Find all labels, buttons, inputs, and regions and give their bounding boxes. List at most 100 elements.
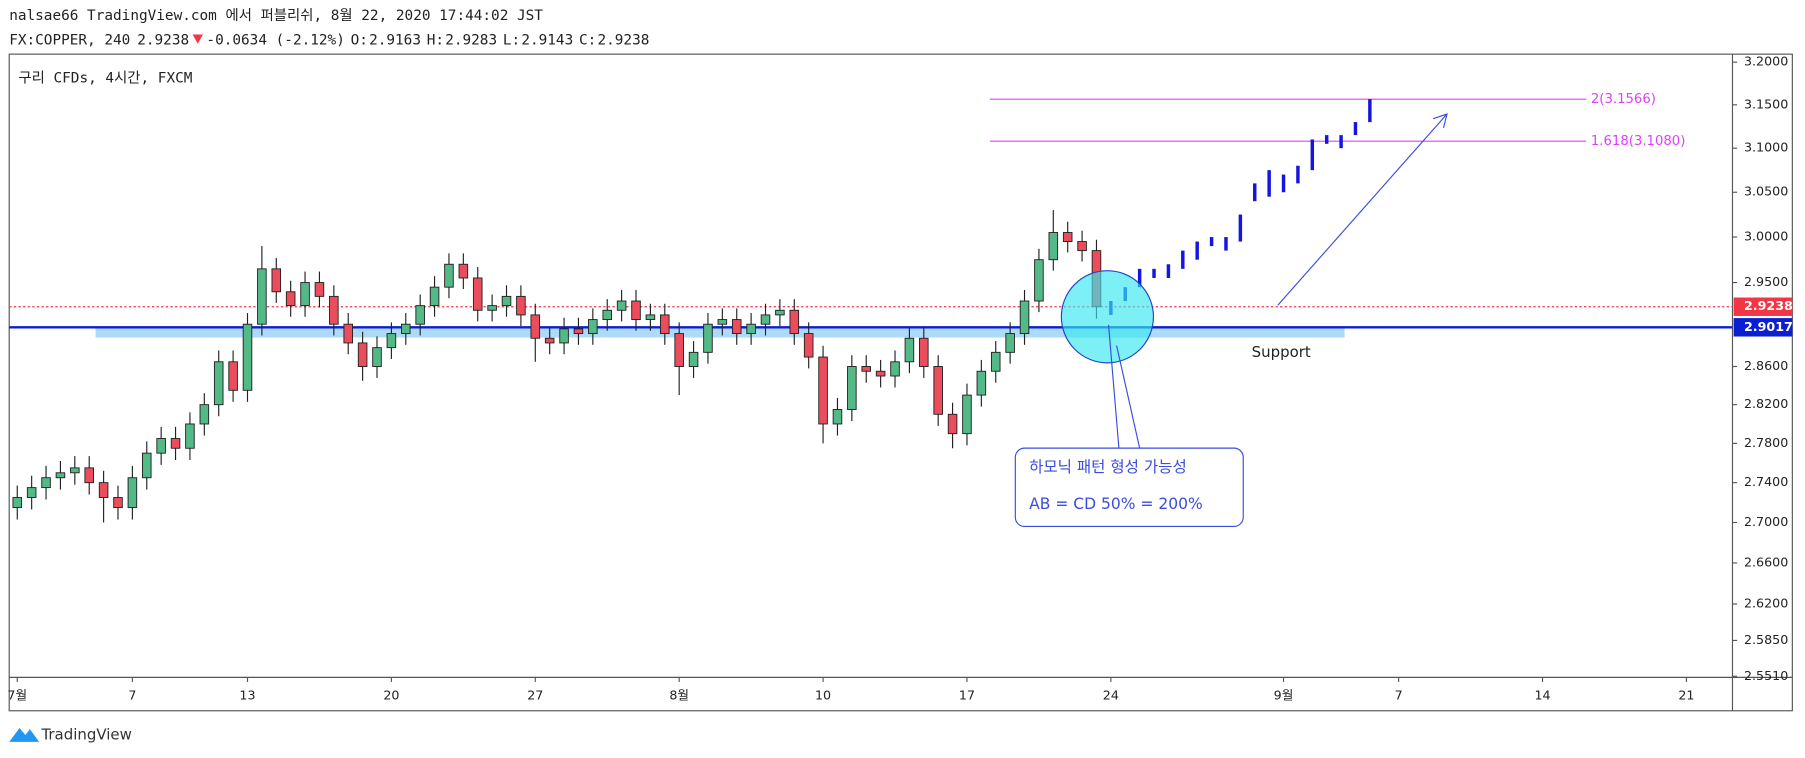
candle-body [329, 295, 339, 325]
y-tick-label: 2.7400 [1744, 474, 1788, 489]
candle-body [199, 404, 210, 425]
y-tick-label: 2.6600 [1744, 554, 1788, 569]
callout-text: AB = CD 50% = 200% [1029, 495, 1203, 513]
callout-pointer [1116, 345, 1141, 449]
candle-body [242, 323, 253, 391]
candle-body [760, 314, 771, 325]
price-tag [1733, 297, 1793, 316]
candle-body [501, 295, 512, 307]
x-tick-label: 9월 [1274, 687, 1294, 702]
candle-body [55, 472, 66, 479]
candle-body [976, 370, 987, 396]
logo-icon [9, 728, 40, 742]
callout-text: 하모닉 패턴 형성 가능성 [1029, 458, 1187, 476]
candle-body [832, 409, 843, 425]
candle-body [847, 366, 857, 410]
x-tick-label: 13 [239, 687, 255, 702]
support-label: Support [1252, 343, 1311, 361]
candle-body [257, 268, 267, 325]
candle-body [458, 263, 469, 279]
y-tick-label: 3.0500 [1744, 184, 1788, 199]
candle-body [674, 333, 684, 367]
candle-body [185, 423, 195, 449]
y-tick-label: 2.7800 [1744, 435, 1788, 450]
candle-body [746, 323, 756, 335]
header-text: nalsae66 TradingView.com 에서 퍼블리쉬, 8월 22,… [9, 7, 543, 24]
candle-body [789, 309, 800, 335]
candle-body [1077, 241, 1087, 252]
y-tick-label: 2.5510 [1744, 668, 1788, 683]
y-tick-label: 2.5850 [1744, 632, 1788, 647]
trend-arrow [1277, 113, 1448, 306]
x-tick-label: 24 [1103, 687, 1119, 702]
candle-body [890, 361, 900, 377]
candle-body [631, 300, 641, 321]
candle-body [1005, 333, 1015, 353]
price-tag-label: 2.9238 [1744, 298, 1793, 313]
x-tick-label: 7 [128, 687, 136, 702]
candle-body [12, 497, 23, 508]
candle-body [213, 361, 224, 406]
x-tick-label: 27 [527, 687, 543, 702]
brand: TradingView [40, 725, 131, 743]
y-tick-label: 2.8600 [1744, 358, 1788, 373]
candle-body [429, 286, 440, 307]
candle-body [1034, 259, 1044, 302]
candle-body [516, 295, 526, 316]
candle-body [386, 333, 397, 349]
header-text: H: [427, 32, 444, 48]
candle-body [818, 356, 828, 425]
candle-body [487, 305, 497, 311]
candle-body [559, 328, 569, 344]
price-tag [1733, 318, 1793, 337]
candle-body [875, 370, 886, 377]
candle-body [688, 351, 699, 367]
header-text: L: [503, 32, 520, 48]
chart-title: 구리 CFDs, 4시간, FXCM [18, 69, 192, 86]
candle-body [645, 314, 656, 321]
header-text: C: [579, 32, 596, 48]
candle-body [84, 467, 94, 484]
candle-body [170, 438, 181, 449]
candle-body [98, 482, 109, 498]
header-text: -0.0634 (-2.12%) [206, 32, 344, 48]
candle-body [472, 277, 483, 311]
header-text: 2.9143 [521, 32, 573, 48]
candle-body [141, 452, 152, 479]
x-tick-label: 7 [1395, 687, 1403, 702]
x-tick-label: 8월 [669, 687, 689, 702]
header-text: 2.9283 [445, 32, 497, 48]
down-arrow [192, 34, 203, 44]
price-tag-label: 2.9017 [1744, 319, 1793, 334]
header-text: FX:COPPER, 240 [9, 32, 130, 48]
x-tick-label: 7월 [7, 687, 27, 702]
candle-body [444, 263, 454, 288]
candle-body [1019, 300, 1030, 335]
callout-box [1014, 447, 1244, 528]
candle-body [602, 309, 613, 321]
y-tick-label: 2.8200 [1744, 396, 1788, 411]
x-tick-label: 10 [815, 687, 831, 702]
candle-body [731, 319, 742, 335]
candle-body [933, 366, 943, 415]
candle-body [904, 337, 915, 363]
candle-body [357, 342, 368, 367]
x-tick-label: 20 [383, 687, 399, 702]
y-tick-label: 3.1000 [1744, 140, 1788, 155]
candle-body [962, 394, 972, 435]
candle-body [588, 319, 598, 335]
header-text: 2.9238 [137, 32, 189, 48]
candle-body [775, 309, 785, 316]
candle-body [70, 467, 80, 474]
header-text: O: [351, 32, 368, 48]
y-tick-label: 2.6200 [1744, 595, 1788, 610]
candle-body [401, 323, 411, 335]
candle-body [228, 361, 238, 391]
y-tick-label: 2.9500 [1744, 274, 1788, 289]
x-tick-label: 14 [1534, 687, 1550, 702]
candle-body [717, 319, 728, 325]
candle-body [530, 314, 541, 339]
candle-body [343, 323, 353, 344]
